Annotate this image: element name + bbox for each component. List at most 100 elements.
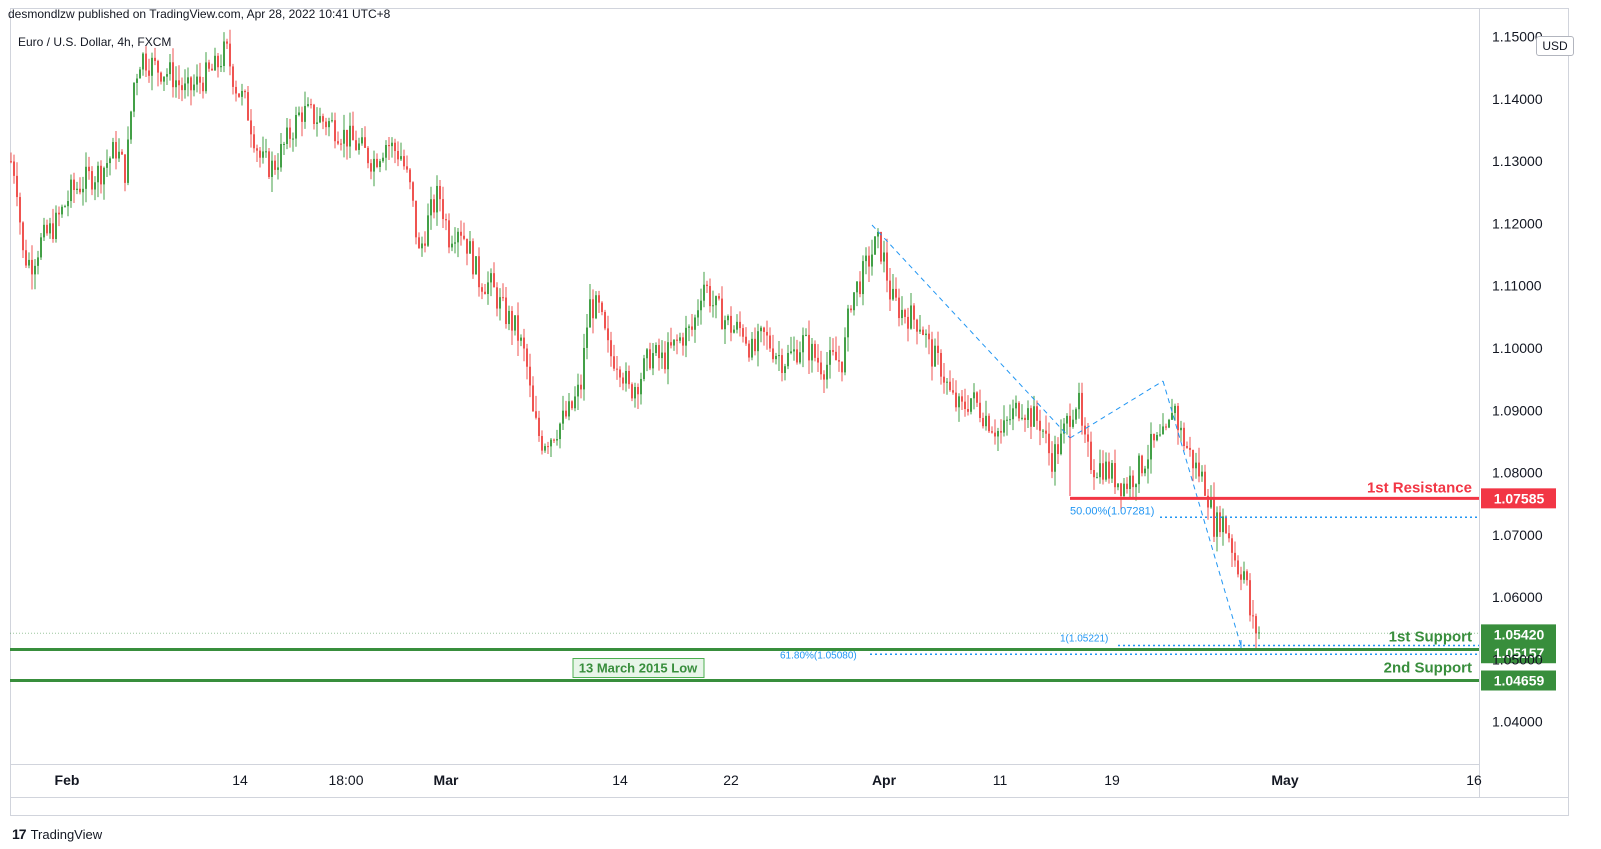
- candle-body: [295, 114, 297, 139]
- candle-body: [1153, 433, 1155, 441]
- candle-body: [790, 351, 792, 353]
- candle-body: [262, 151, 264, 158]
- tradingview-brand[interactable]: 17 TradingView: [12, 826, 102, 842]
- candle-body: [364, 137, 366, 148]
- candle-body: [832, 350, 834, 352]
- candle-body: [265, 151, 267, 153]
- candle-body: [142, 53, 144, 70]
- candle-body: [643, 358, 645, 379]
- candle-body: [175, 80, 177, 88]
- candle-body: [970, 398, 972, 412]
- candle-body: [889, 280, 891, 300]
- candle-body: [256, 148, 258, 151]
- candle-body: [331, 120, 333, 122]
- candle-body: [307, 104, 309, 106]
- price-tag: [1481, 488, 1556, 509]
- candle-body: [733, 329, 735, 333]
- candle-body: [1030, 408, 1032, 427]
- candle-body: [1210, 497, 1212, 508]
- candle-body: [874, 236, 876, 255]
- candle-body: [1003, 420, 1005, 433]
- candle-body: [904, 309, 906, 317]
- candle-body: [490, 273, 492, 283]
- candle-body: [397, 151, 399, 160]
- candle-body: [493, 273, 495, 288]
- candle-body: [967, 409, 969, 412]
- tradingview-logo-icon: 17: [12, 826, 27, 842]
- candle-body: [1051, 453, 1053, 472]
- candle-body: [487, 282, 489, 295]
- candle-body: [391, 142, 393, 147]
- candle-body: [424, 243, 426, 246]
- candle-body: [271, 160, 273, 177]
- candle-body: [1057, 444, 1059, 455]
- candle-body: [1018, 402, 1020, 419]
- candle-body: [1243, 571, 1245, 580]
- annotation-box[interactable]: [572, 658, 705, 679]
- candle-body: [721, 298, 723, 330]
- candle-body: [1096, 477, 1098, 479]
- candle-body: [859, 281, 861, 295]
- fib-trend-line-2[interactable]: [1069, 380, 1164, 439]
- candle-body: [37, 257, 39, 266]
- candle-body: [691, 326, 693, 330]
- candle-body: [376, 158, 378, 167]
- candle-body: [1207, 495, 1209, 508]
- time-axis[interactable]: Feb 14 18:00 Mar 14 22 Apr 11 19 May 16: [55, 772, 1482, 788]
- candle-body: [1129, 475, 1131, 489]
- candle-body: [1141, 455, 1143, 474]
- fibonacci-drawing[interactable]: [871, 224, 1242, 650]
- candle-body: [1213, 497, 1215, 537]
- candle-body: [871, 254, 873, 267]
- candle-body: [400, 156, 402, 160]
- candle-body: [499, 297, 501, 309]
- candle-body: [949, 381, 951, 391]
- candle-body: [931, 339, 933, 367]
- candle-body: [88, 166, 90, 172]
- candle-body: [334, 120, 336, 142]
- candle-body: [1192, 449, 1194, 469]
- symbol-title[interactable]: Euro / U.S. Dollar, 4h, FXCM: [18, 35, 172, 49]
- candle-body: [250, 120, 252, 135]
- price-axis[interactable]: 1.04000 1.05000 1.06000 1.07000 1.08000 1.090…: [1492, 29, 1543, 730]
- candle-body: [1162, 426, 1164, 435]
- candle-body: [571, 401, 573, 409]
- candle-body: [580, 384, 582, 390]
- candle-body: [799, 352, 801, 363]
- candle-body: [961, 396, 963, 402]
- fib-trend-line-3[interactable]: [1162, 380, 1242, 647]
- candle-body: [796, 349, 798, 363]
- y-tick-label: 1.06000: [1492, 589, 1543, 605]
- candle-body: [1183, 427, 1185, 447]
- fib-trend-line-1[interactable]: [871, 224, 1071, 439]
- candle-body: [826, 364, 828, 380]
- candle-body: [166, 74, 168, 77]
- candle-body: [745, 336, 747, 344]
- candle-body: [1033, 406, 1035, 427]
- candle-body: [1093, 470, 1095, 478]
- candle-body: [958, 396, 960, 408]
- candle-body: [223, 41, 225, 66]
- candle-body: [1060, 433, 1062, 455]
- candle-body: [40, 237, 42, 258]
- candle-body: [541, 436, 543, 451]
- currency-badge[interactable]: USD: [1536, 36, 1574, 56]
- candle-body: [1204, 471, 1206, 496]
- candle-body: [1252, 615, 1254, 617]
- candle-body: [937, 345, 939, 353]
- candle-body: [520, 337, 522, 341]
- candle-body: [925, 333, 927, 336]
- candle-body: [706, 284, 708, 287]
- candle-body: [124, 154, 126, 183]
- candle-body: [469, 241, 471, 254]
- candle-body: [784, 366, 786, 373]
- candle-body: [511, 310, 513, 331]
- candle-body: [610, 340, 612, 357]
- candle-body: [808, 334, 810, 361]
- candle-body: [475, 256, 477, 275]
- candle-body: [1111, 463, 1113, 479]
- candle-body: [1087, 434, 1089, 442]
- candle-body: [526, 348, 528, 367]
- candle-body: [715, 296, 717, 306]
